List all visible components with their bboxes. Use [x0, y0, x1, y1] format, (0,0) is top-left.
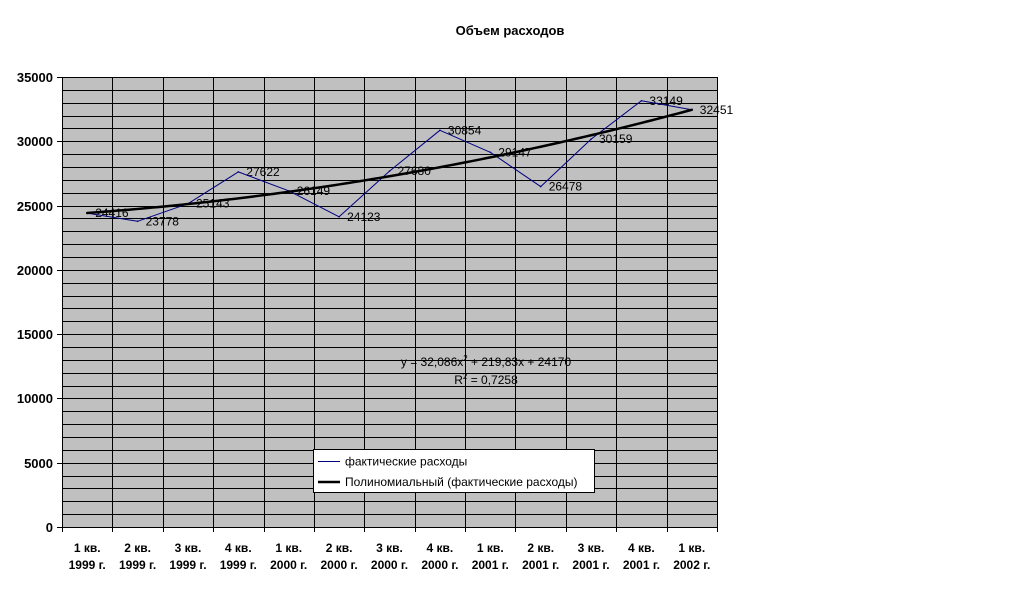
trendline-equation-text: y = 32,086x2 + 219,83x + 24170	[401, 354, 572, 369]
x-tick-label: 3 кв. 2001 г.	[572, 541, 609, 572]
x-tick-year: 2002 г.	[673, 558, 710, 572]
y-tick-label: 5000	[24, 456, 53, 471]
x-tick-quarter: 4 кв.	[427, 541, 454, 555]
data-label: 27622	[246, 165, 280, 179]
trendline-path	[85, 108, 694, 215]
x-tick-label: 2 кв. 2000 г.	[321, 541, 358, 572]
x-tick-label: 1 кв. 2002 г.	[673, 541, 710, 572]
equation-part: y = 32,086x	[401, 355, 463, 369]
x-tick-year: 1999 г.	[69, 558, 106, 572]
x-tick-quarter: 1 кв.	[74, 541, 101, 555]
x-tick-quarter: 1 кв.	[678, 541, 705, 555]
legend: фактические расходы Полиномиальный (факт…	[313, 449, 595, 493]
x-tick-quarter: 1 кв.	[275, 541, 302, 555]
x-tick-quarter: 3 кв.	[175, 541, 202, 555]
x-tick-year: 1999 г.	[220, 558, 257, 572]
x-tick-quarter: 4 кв.	[628, 541, 655, 555]
y-tick-label: 25000	[17, 199, 53, 214]
r-squared-text: R2 = 0,7258	[454, 372, 518, 387]
data-point	[489, 151, 492, 154]
y-tick-label: 0	[46, 520, 53, 535]
data-point	[237, 171, 240, 173]
x-tick-quarter: 2 кв.	[124, 541, 151, 555]
y-axis: 0 5000 10000 15000 20000 25000 30000 35000	[17, 70, 63, 535]
x-tick-quarter: 4 кв.	[225, 541, 252, 555]
x-tick-quarter: 2 кв.	[326, 541, 353, 555]
chart-title: Объем расходов	[456, 23, 565, 38]
x-tick-label: 4 кв. 1999 г.	[220, 541, 257, 572]
data-label: 30854	[448, 123, 482, 137]
x-tick-label: 2 кв. 1999 г.	[119, 541, 156, 572]
x-tick-label: 1 кв. 2000 г.	[270, 541, 307, 572]
data-point	[439, 129, 441, 132]
data-labels: 2441623778251432762226149241232768030854…	[95, 94, 733, 229]
x-tick-label: 4 кв. 2000 г.	[421, 541, 458, 572]
y-tick-label: 35000	[17, 70, 53, 85]
x-tick-year: 2001 г.	[623, 558, 660, 572]
r-squared-part: = 0,7258	[467, 373, 518, 387]
x-tick-quarter: 2 кв.	[527, 541, 554, 555]
legend-label-trendline: Полиномиальный (фактические расходы)	[345, 475, 577, 489]
x-tick-year: 2001 г.	[522, 558, 559, 572]
data-point	[338, 216, 340, 218]
x-tick-quarter: 3 кв.	[376, 541, 403, 555]
trendline	[85, 108, 694, 215]
r-squared-part: R	[454, 373, 463, 387]
data-point	[136, 220, 139, 223]
data-point	[640, 100, 643, 102]
data-label: 33149	[649, 94, 683, 108]
legend-label-actual: фактические расходы	[345, 455, 467, 469]
gridlines	[62, 77, 718, 527]
legend-box	[313, 449, 595, 493]
x-tick-year: 1999 г.	[119, 558, 156, 572]
data-label: 24123	[347, 210, 381, 224]
data-label: 30159	[599, 132, 633, 146]
x-tick-label: 3 кв. 1999 г.	[169, 541, 206, 572]
data-point	[388, 170, 391, 172]
r-squared-exponent: 2	[463, 372, 468, 381]
data-point	[539, 185, 542, 188]
y-tick-label: 10000	[17, 391, 53, 406]
data-label: 26478	[549, 180, 583, 194]
x-tick-year: 2001 г.	[572, 558, 609, 572]
equation-exponent: 2	[463, 354, 468, 363]
data-label: 23778	[146, 214, 180, 228]
x-tick-label: 4 кв. 2001 г.	[623, 541, 660, 572]
x-tick-year: 2000 г.	[421, 558, 458, 572]
data-point	[590, 138, 592, 140]
x-tick-year: 2001 г.	[472, 558, 509, 572]
x-tick-label: 1 кв. 2001 г.	[472, 541, 509, 572]
y-tick-label: 15000	[17, 327, 53, 342]
y-tick-label: 30000	[17, 134, 53, 149]
x-tick-quarter: 1 кв.	[477, 541, 504, 555]
x-tick-year: 2000 г.	[321, 558, 358, 572]
x-tick-label: 2 кв. 2001 г.	[522, 541, 559, 572]
x-tick-year: 1999 г.	[169, 558, 206, 572]
data-label: 32451	[700, 103, 734, 117]
y-tick-label: 20000	[17, 263, 53, 278]
x-axis: 1 кв. 1999 г.2 кв. 1999 г.3 кв. 1999 г.4 кв…	[62, 527, 718, 572]
x-tick-year: 2000 г.	[371, 558, 408, 572]
x-tick-label: 1 кв. 1999 г.	[69, 541, 106, 572]
trendline-equation: y = 32,086x2 + 219,83x + 24170 R2 = 0,72…	[401, 354, 572, 387]
equation-part: + 219,83x + 24170	[468, 355, 572, 369]
x-tick-label: 3 кв. 2000 г.	[371, 541, 408, 572]
x-tick-year: 2000 г.	[270, 558, 307, 572]
x-tick-quarter: 3 кв.	[578, 541, 605, 555]
